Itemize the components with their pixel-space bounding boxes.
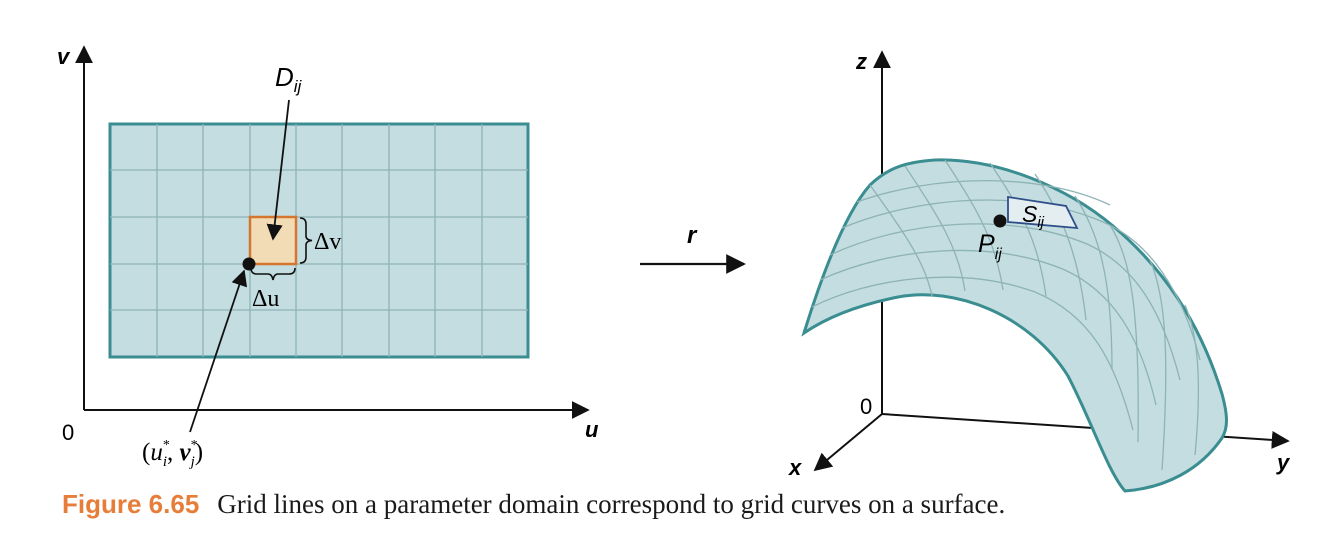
mapping-r: r bbox=[640, 222, 746, 274]
mapping-label: r bbox=[687, 222, 698, 249]
delta-u-brace bbox=[250, 267, 296, 281]
domain-grid bbox=[110, 124, 528, 357]
sample-point bbox=[242, 257, 256, 271]
dij-label: Dij bbox=[275, 62, 303, 96]
surface-panel: z x y 0 Sij Pij bbox=[788, 49, 1291, 493]
surface-patch-sij bbox=[1007, 195, 1079, 230]
dij-pointer-arrow bbox=[266, 99, 290, 241]
delta-v-brace bbox=[299, 217, 313, 264]
figure-caption-text: Grid lines on a parameter domain corresp… bbox=[217, 489, 1006, 519]
sample-point-label: (u* i, v* j) bbox=[142, 438, 203, 470]
x-axis bbox=[813, 413, 883, 472]
figure-number: Figure 6.65 bbox=[62, 489, 200, 519]
v-axis-label: v bbox=[57, 44, 71, 69]
pij-label: Pij bbox=[978, 230, 1002, 263]
subrectangle-dij bbox=[248, 215, 298, 266]
delta-v-label: Δv bbox=[314, 229, 341, 255]
figure-caption: Figure 6.65 Grid lines on a parameter dom… bbox=[62, 484, 1005, 524]
y-axis-label: y bbox=[1276, 450, 1291, 475]
z-axis-label: z bbox=[855, 49, 867, 74]
u-axis-label: u bbox=[585, 417, 599, 442]
surface-point-pij bbox=[993, 214, 1007, 228]
surface-grid-curves bbox=[811, 159, 1201, 471]
domain-rectangle bbox=[108, 122, 530, 359]
x-axis-label: x bbox=[788, 455, 802, 480]
delta-u-label: Δu bbox=[252, 286, 279, 312]
parameter-domain-panel: v u 0 Dij Δv Δu (u* i, v* j) bbox=[57, 44, 599, 470]
right-origin-label: 0 bbox=[860, 394, 872, 419]
sample-point-pointer-arrow bbox=[189, 269, 248, 433]
left-origin-label: 0 bbox=[62, 420, 74, 445]
sij-label: Sij bbox=[1022, 201, 1045, 231]
